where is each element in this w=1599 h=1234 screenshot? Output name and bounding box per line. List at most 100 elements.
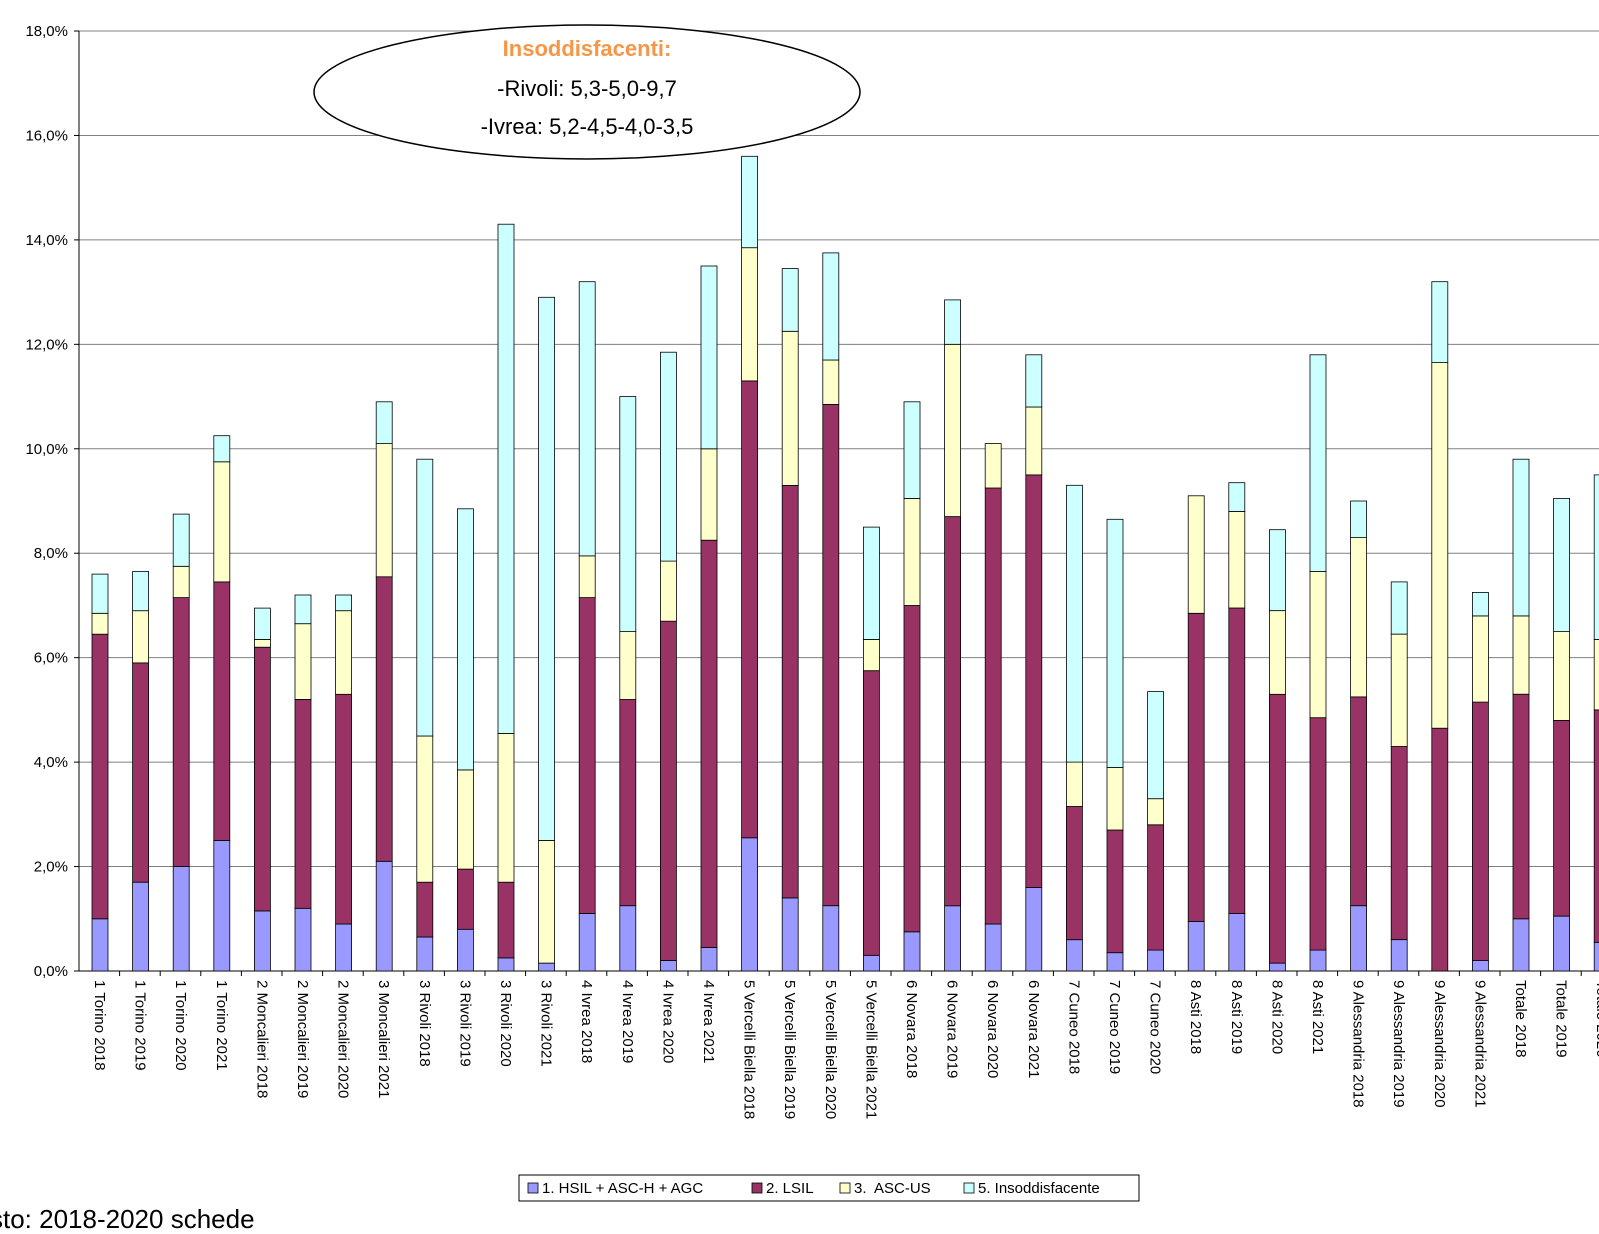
bar-segment-s3-c15 <box>660 560 677 622</box>
x-category-label: 5 Vercelli Biella 2021 <box>862 980 879 1119</box>
callout-line-ivrea: -Ivrea: 5,2-4,5-4,0-3,5 <box>481 114 694 139</box>
bar-segment-s4-c36 <box>1512 458 1530 617</box>
bar-segment-s3-c19 <box>822 359 840 405</box>
bar-segment-s3-c31 <box>1309 571 1327 719</box>
bar-segment-s3-c8 <box>375 443 393 578</box>
bar-segment-s3-c36 <box>1512 615 1530 695</box>
bar-segment-s4-c21 <box>903 401 921 499</box>
bar-segment-s1-c27 <box>1147 949 1164 972</box>
bar-segment-s2-c10 <box>456 868 474 930</box>
bar-segment-s4-c35 <box>1472 592 1489 617</box>
bar-segment-s1-c33 <box>1390 939 1408 972</box>
bar-segment-s1-c35 <box>1472 960 1489 972</box>
x-category-label: 1 Torino 2018 <box>91 980 108 1071</box>
x-category-label: 2 Moncalieri 2020 <box>335 980 352 1098</box>
bar-segment-s1-c11 <box>497 957 515 972</box>
y-tick-label: 12,0% <box>25 336 68 353</box>
bar-segment-s1-c25 <box>1066 939 1083 972</box>
bar-segment-s1-c28 <box>1187 921 1205 972</box>
bar-segment-s1-c32 <box>1350 905 1367 972</box>
bar-segment-s2-c17 <box>741 380 758 839</box>
bar-segment-s3-c21 <box>903 497 921 606</box>
bar-segment-s2-c3 <box>172 597 190 867</box>
bar-series-group <box>91 155 1599 972</box>
bar-segment-s3-c30 <box>1269 610 1286 695</box>
bar-segment-s2-c5 <box>253 646 271 912</box>
bar-segment-s1-c12 <box>538 962 555 972</box>
bar-segment-s2-c19 <box>822 403 840 907</box>
bar-segment-s4-c15 <box>660 351 677 562</box>
bar-segment-s2-c34 <box>1431 727 1449 972</box>
bar-segment-s3-c38 <box>1593 639 1599 711</box>
bar-segment-s2-c36 <box>1512 693 1530 920</box>
x-category-label: 3 Rivoli 2021 <box>538 980 555 1067</box>
bar-segment-s1-c22 <box>944 905 961 972</box>
bar-segment-s4-c31 <box>1309 354 1327 572</box>
bar-segment-s4-c6 <box>294 594 312 625</box>
bar-segment-s1-c18 <box>781 897 799 972</box>
bar-segment-s4-c25 <box>1066 484 1083 763</box>
x-category-label: 5 Vercelli Biella 2020 <box>822 980 839 1119</box>
bar-segment-s2-c20 <box>863 670 880 956</box>
bar-segment-s4-c27 <box>1147 691 1164 800</box>
bar-segment-s1-c36 <box>1512 918 1530 972</box>
x-category-label: 1 Torino 2021 <box>213 980 230 1071</box>
bar-segment-s2-c6 <box>294 699 312 909</box>
legend-label-ascus: 3. ASC-US <box>854 1180 931 1197</box>
bar-segment-s1-c1 <box>91 918 109 972</box>
x-category-label: 6 Novara 2021 <box>1025 980 1042 1078</box>
legend-label-hsil: 1. HSIL + ASC-H + AGC <box>542 1180 703 1197</box>
bar-segment-s1-c38 <box>1593 941 1599 972</box>
bar-segment-s2-c16 <box>700 539 718 948</box>
x-category-label: 7 Cuneo 2019 <box>1106 980 1123 1074</box>
bar-segment-s2-c8 <box>375 576 393 862</box>
bar-segment-s3-c37 <box>1553 631 1570 721</box>
bar-segment-s3-c34 <box>1431 362 1449 729</box>
bar-segment-s4-c30 <box>1269 529 1286 612</box>
y-tick-label: 6,0% <box>34 650 68 667</box>
bar-segment-s1-c13 <box>578 913 596 972</box>
bar-segment-s3-c29 <box>1228 510 1246 609</box>
x-category-label: 5 Vercelli Biella 2019 <box>781 980 798 1119</box>
bar-segment-s2-c26 <box>1106 829 1124 954</box>
bar-segment-s1-c24 <box>1025 887 1043 972</box>
bar-segment-s2-c35 <box>1472 701 1489 961</box>
callout-ellipse <box>313 24 861 160</box>
bar-segment-s3-c23 <box>984 443 1002 489</box>
bar-segment-s2-c9 <box>416 881 434 938</box>
legend-label-lsil: 2. LSIL <box>766 1180 814 1197</box>
bar-segment-s2-c25 <box>1066 806 1083 941</box>
bar-segment-s1-c8 <box>375 860 393 972</box>
bar-segment-s1-c23 <box>984 923 1002 972</box>
x-category-label: 3 Rivoli 2019 <box>456 980 473 1067</box>
x-category-label: 5 Vercelli Biella 2018 <box>741 980 758 1119</box>
x-category-label: 3 Rivoli 2018 <box>416 980 433 1067</box>
bar-segment-s3-c11 <box>497 733 515 883</box>
callout-annotation: Insoddisfacenti: -Rivoli: 5,3-5,0-9,7 -I… <box>313 24 861 160</box>
bar-segment-s1-c37 <box>1553 915 1570 972</box>
bar-segment-s4-c29 <box>1228 482 1246 512</box>
x-category-label: 8 Asti 2020 <box>1268 980 1285 1054</box>
x-category-label: 4 Ivrea 2021 <box>700 980 717 1063</box>
bar-segment-s2-c23 <box>984 487 1002 925</box>
bar-segment-s3-c12 <box>538 840 555 964</box>
bar-segment-s1-c16 <box>700 947 718 972</box>
legend-frame <box>518 1174 1140 1202</box>
legend-swatch-hsil <box>527 1182 539 1194</box>
bar-segment-s3-c18 <box>781 330 799 486</box>
legend-swatch-ascus <box>839 1182 851 1194</box>
bar-segment-s1-c31 <box>1309 949 1327 972</box>
bar-segment-s1-c21 <box>903 931 921 972</box>
bar-segment-s2-c7 <box>335 693 353 925</box>
bar-segment-s1-c6 <box>294 907 312 972</box>
bar-segment-s2-c1 <box>91 633 109 920</box>
bar-segment-s4-c16 <box>700 265 718 450</box>
x-category-label: 6 Novara 2019 <box>944 980 961 1078</box>
bar-segment-s4-c5 <box>253 607 271 640</box>
bar-segment-s4-c20 <box>863 526 880 640</box>
bar-segment-s3-c1 <box>91 612 109 635</box>
bar-segment-s1-c19 <box>822 905 840 972</box>
x-axis-labels: 1 Torino 2018 1 Torino 2019 1 Torino 2020 1… <box>91 980 1599 1119</box>
bar-segment-s3-c6 <box>294 623 312 700</box>
y-tick-label: 4,0% <box>34 754 68 771</box>
